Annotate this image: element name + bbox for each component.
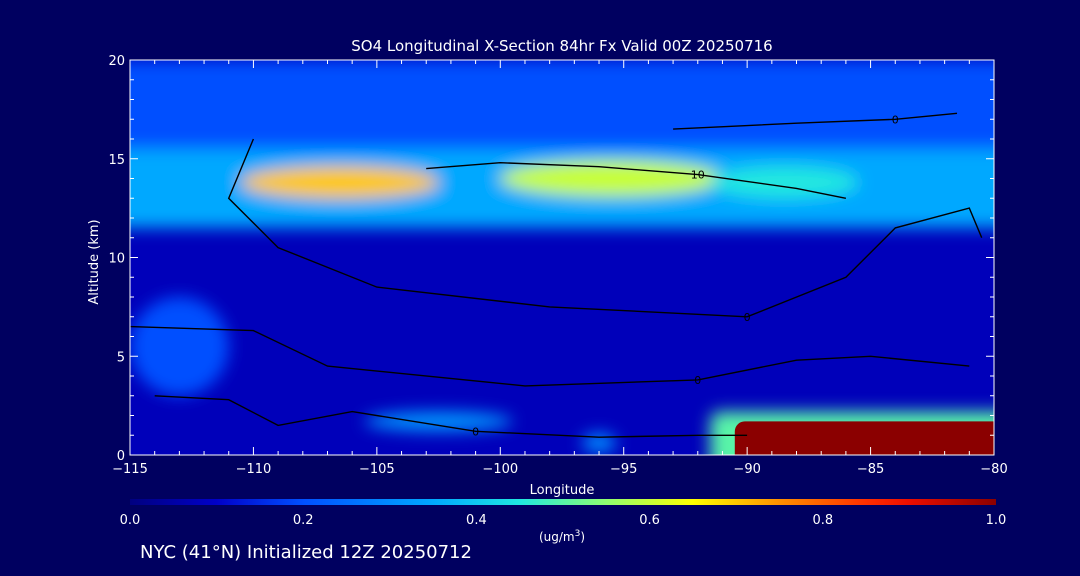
colorbar-tick-label: 0.2: [293, 513, 314, 528]
x-tick-label: −95: [610, 462, 637, 477]
contour-label-2: 0: [744, 311, 751, 324]
x-tick-label: −115: [112, 462, 148, 477]
unit-close: ): [580, 530, 585, 544]
contour-label-3: 0: [694, 374, 701, 387]
colorbar-tick-label: 0.0: [120, 513, 141, 528]
so4-field: [130, 60, 994, 455]
x-tick-label: −80: [980, 462, 1007, 477]
colorbar-tick-label: 1.0: [986, 513, 1007, 528]
colorbar: [130, 499, 996, 505]
unit-base: (ug/m: [539, 530, 575, 544]
field-blob-9: [130, 297, 229, 396]
y-tick-label: 5: [117, 350, 125, 365]
colorbar-ticks: 0.0 0.2 0.4 0.6 0.8 1.0: [120, 513, 1007, 528]
field-blob-3: [500, 160, 723, 197]
x-tick-label: −105: [359, 462, 395, 477]
field-blob-4: [710, 166, 859, 199]
unit-exponent: 3: [575, 529, 581, 539]
contour-label-0: 10: [691, 169, 705, 182]
field-blob-7: [364, 411, 513, 432]
footer-text: NYC (41°N) Initialized 12Z 20250712: [140, 542, 472, 563]
y-axis: 0 5 10 15 20: [108, 54, 994, 464]
contour-line-2: [227, 138, 983, 318]
field-blob-2: [241, 166, 439, 199]
contour-label-4: 0: [472, 425, 479, 438]
contour-line-0: [426, 161, 847, 199]
chart-title: SO4 Longitudinal X-Section 84hr Fx Valid…: [351, 37, 772, 55]
y-tick-label: 0: [117, 449, 125, 464]
x-tick-label: −110: [236, 462, 272, 477]
field-surface-5: [734, 421, 994, 455]
contour-line-1: [673, 112, 958, 130]
contour-line-3: [130, 325, 970, 387]
colorbar-unit-label: (ug/m3): [539, 529, 585, 544]
colorbar-tick-label: 0.6: [639, 513, 660, 528]
x-axis: −115 −110 −105 −100 −95 −90 −85 −80: [112, 60, 1008, 477]
field-blob-8: [581, 433, 617, 454]
y-axis-label: Altitude (km): [87, 219, 102, 304]
x-tick-label: −85: [857, 462, 884, 477]
contour-line-4: [154, 395, 748, 438]
y-tick-label: 10: [108, 252, 125, 267]
contour-lines: 10 0 0 0 0: [130, 112, 983, 438]
x-tick-label: −90: [733, 462, 760, 477]
y-tick-label: 15: [108, 153, 125, 168]
colorbar-tick-label: 0.4: [466, 513, 487, 528]
contour-label-1: 0: [892, 113, 899, 126]
x-tick-label: −100: [482, 462, 518, 477]
x-axis-label: Longitude: [530, 483, 595, 498]
colorbar-tick-label: 0.8: [812, 513, 833, 528]
field-band-0: [130, 60, 994, 149]
y-tick-label: 20: [108, 54, 125, 69]
